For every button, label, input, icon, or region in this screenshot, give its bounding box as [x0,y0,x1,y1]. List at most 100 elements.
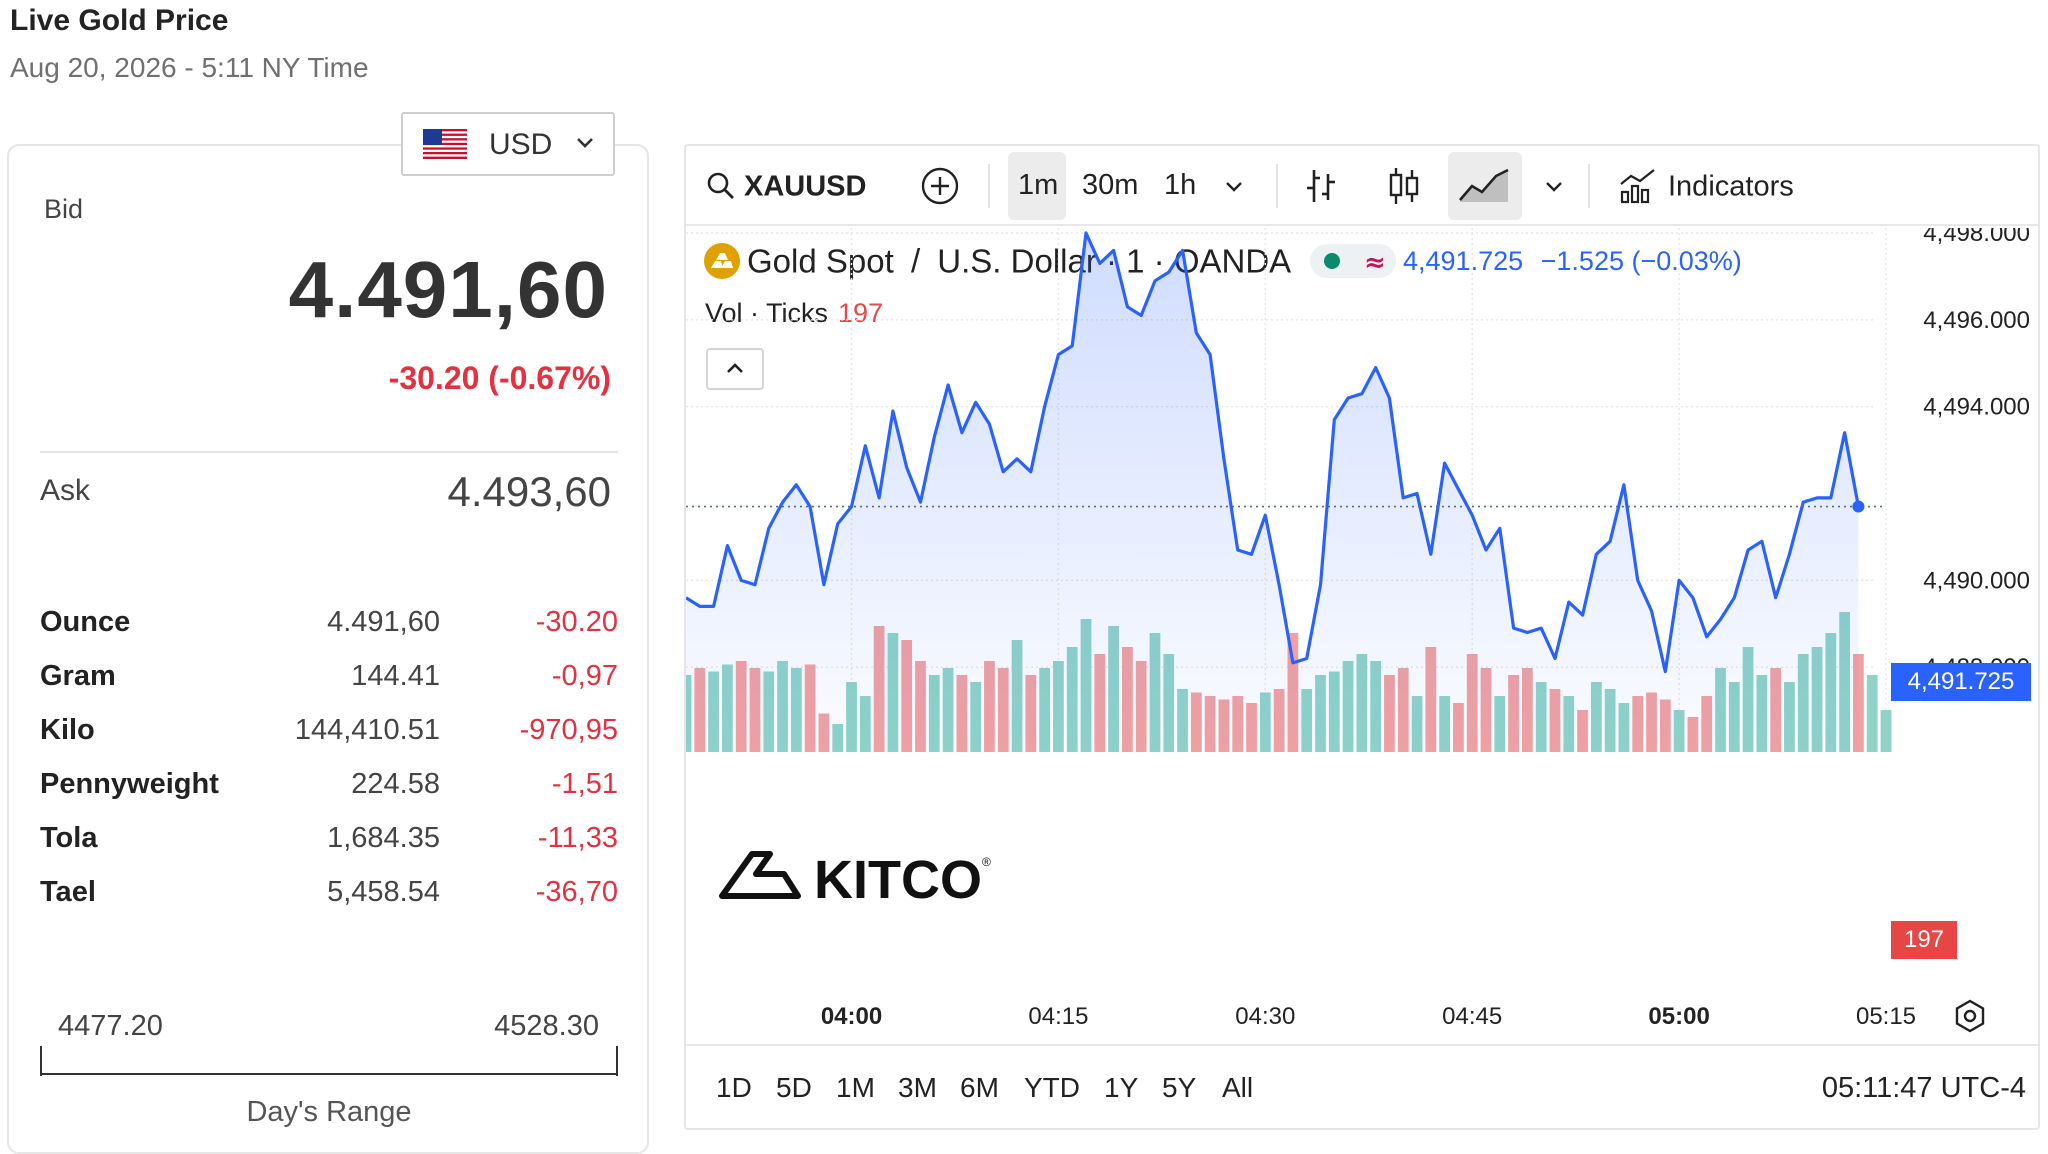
volume-bar [1880,710,1892,752]
range-ytd[interactable]: YTD [1024,1072,1080,1103]
x-axis-tick: 05:15 [1856,1003,1916,1030]
plus-circle-icon [921,168,959,205]
unit-row-tola: Tola 1,684.35 -11,33 [40,822,618,876]
ask-price: 4.493,60 [447,468,612,515]
unit-change: -30.20 [535,606,618,638]
unit-row-ounce: Ounce 4.491,60 -30.20 [40,606,618,660]
x-axis-tick: 05:00 [1648,1003,1709,1030]
range-3m[interactable]: 3M [898,1072,937,1103]
svg-text:KITCO: KITCO [814,850,982,904]
currency-label: USD [489,128,553,161]
range-all[interactable]: All [1222,1072,1254,1103]
unit-value: 224.58 [351,768,440,800]
us-flag-icon [423,129,467,159]
unit-value: 5,458.54 [327,876,440,908]
instrument-name: Gold Spot [747,242,894,280]
unit-value: 1,684.35 [327,822,440,854]
chevron-down-icon [1226,182,1242,193]
chart-clock: 05:11:47 UTC-4 [1821,1072,2026,1104]
chart-toolbar: XAUUSD 1m 30m 1h [686,146,2038,226]
toolbar-separator [988,164,990,208]
interval-1h[interactable]: 1h [1164,169,1197,201]
divider [40,451,618,453]
y-axis-tick: 4,494.000 [1923,394,2030,421]
x-axis-tick: 04:15 [1028,1003,1088,1030]
unit-row-tael: Tael 5,458.54 -36,70 [40,876,618,930]
range-1d[interactable]: 1D [716,1072,752,1103]
unit-change: -970,95 [519,714,618,746]
kitco-logo: KITCO ® [719,850,991,904]
toolbar-separator [1588,164,1590,208]
indicators-label: Indicators [1668,170,1794,203]
unit-name: Kilo [40,714,95,746]
price-chart[interactable]: 4,498.0004,496.0004,494.0004,490.0004,48… [686,228,2038,1044]
compare-symbol-button[interactable] [920,146,960,224]
interval-1m[interactable]: 1m [1018,169,1059,201]
x-axis-tick: 04:00 [821,1003,882,1030]
currency-select[interactable]: USD [401,112,615,176]
unit-name: Ounce [40,606,131,638]
bid-change: -30.20 (-0.67%) [388,360,611,396]
unit-change: -0,97 [551,660,618,692]
unit-row-kilo: Kilo 144,410.51 -970,95 [40,714,618,768]
range-5y[interactable]: 5Y [1162,1072,1197,1103]
gold-bars-icon [704,243,740,280]
price-change: −1.525 (−0.03%) [1540,246,1742,276]
last-price-dot [1852,500,1865,513]
indicators-button[interactable]: Indicators [1618,146,1794,224]
last-price: 4,491.725 [1403,246,1524,276]
unit-name: Pennyweight [40,768,219,800]
day-range-bar [40,1046,618,1076]
volume-bar [1866,675,1878,752]
bars-icon [1307,170,1335,203]
interval-30m[interactable]: 30m [1082,169,1139,201]
range-5d[interactable]: 5D [776,1072,812,1103]
candlestick-icon [1389,168,1419,205]
bid-price: 4.491,60 [288,245,608,334]
ask-label: Ask [40,474,91,507]
chart-style-dropdown[interactable] [1542,146,1566,224]
indicators-icon [1620,169,1655,204]
range-6m[interactable]: 6M [960,1072,999,1103]
search-icon [707,173,734,200]
volume-bar [1853,654,1864,752]
interval-dropdown[interactable] [1222,146,1246,224]
x-axis-tick: 04:30 [1235,1003,1295,1030]
svg-text:≈: ≈ [1364,248,1386,278]
price-area [686,233,1859,752]
unit-change: -36,70 [535,876,618,908]
unit-change: -1,51 [551,768,618,800]
chart-bottom-bar: 1D 5D 1M 3M 6M YTD 1Y 5Y All 05:11:47 UT… [686,1044,2038,1128]
page-title: Live Gold Price [10,4,229,37]
unit-name: Tola [40,822,98,854]
unit-value: 144,410.51 [294,714,440,746]
active-interval-highlight [1008,152,1066,220]
day-range-label: Day's Range [246,1096,412,1128]
symbol-search[interactable]: XAUUSD [706,146,866,224]
y-axis-tick: 4,490.000 [1923,567,2030,594]
unit-value: 4.491,60 [327,606,440,638]
instrument-separator: / [910,242,921,280]
area-style-button[interactable] [1458,146,1510,224]
unit-name: Tael [40,876,96,908]
collapse-legend-button[interactable] [706,348,764,390]
bar-style-button[interactable] [1304,146,1340,224]
range-1m[interactable]: 1M [836,1072,875,1103]
range-1y[interactable]: 1Y [1104,1072,1139,1103]
area-chart-icon [1459,169,1509,203]
chevron-down-icon [1546,182,1562,193]
chevron-up-icon [727,363,743,373]
chart-settings-icon[interactable] [1952,998,1988,1034]
volume-value: 197 [838,298,884,328]
volume-label: Vol · Ticks [705,298,829,328]
last-price-tag: 4,491.725 [1891,663,2031,701]
day-range-high: 4528.30 [494,1010,599,1042]
active-chart-style-highlight [1448,152,1522,220]
symbol-label: XAUUSD [744,170,867,203]
y-axis-tick: 4,498.000 [1923,228,2030,247]
chevron-down-icon [577,138,593,148]
candles-style-button[interactable] [1386,146,1422,224]
market-status-icon: ≈ [1310,244,1397,279]
unit-change: -11,33 [537,822,618,854]
unit-value: 144.41 [351,660,440,692]
